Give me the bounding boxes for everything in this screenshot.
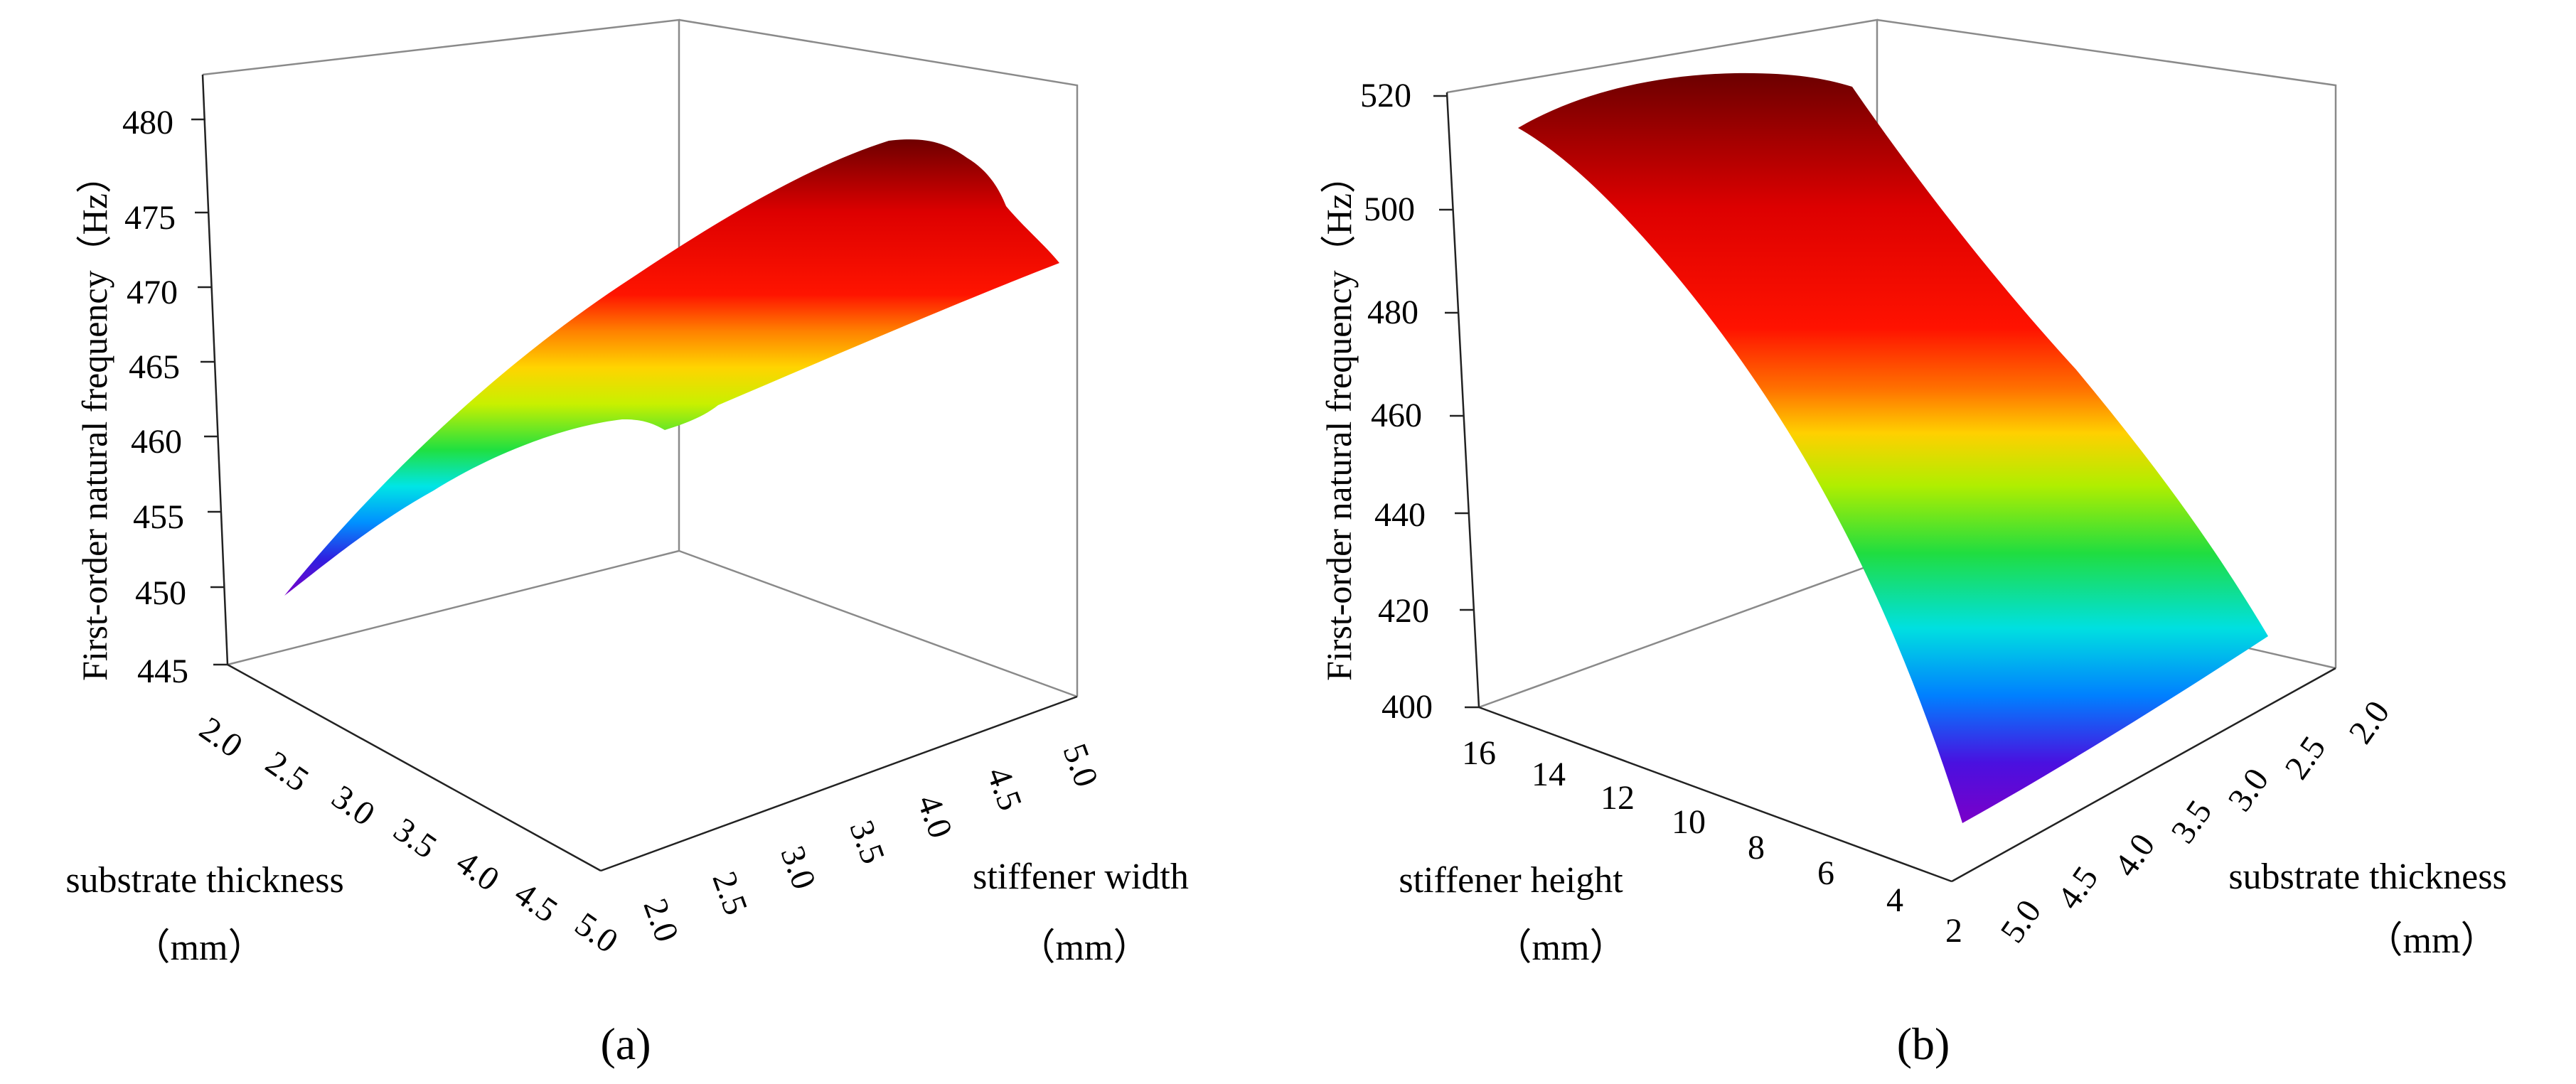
panel-b-x-tick: 14 <box>1532 756 1566 793</box>
panel-a-label: (a) <box>600 1019 651 1069</box>
panel-b-x-ticks: 16 14 12 10 8 6 4 2 <box>1462 734 1962 950</box>
panel-a-x-tick: 2.5 <box>259 744 316 799</box>
panel-a-y-tick: 5.0 <box>1055 739 1105 792</box>
panel-b-z-tickmarks <box>1433 95 1479 709</box>
panel-a-y-axis <box>600 695 1078 872</box>
panel-a-z-tick: 465 <box>129 348 180 386</box>
panel-a-x-tick: 5.0 <box>568 905 625 960</box>
panel-b-z-tick: 440 <box>1374 496 1426 534</box>
panel-a-z-tick: 475 <box>124 199 176 237</box>
panel-b-z-tick: 460 <box>1371 397 1422 434</box>
panel-b-x-tick: 8 <box>1748 829 1765 866</box>
panel-a-y-tick: 3.5 <box>842 815 892 869</box>
panel-b-x-tick: 16 <box>1462 734 1496 772</box>
panel-a-box-right-wall <box>678 18 1079 697</box>
panel-a-z-tick: 445 <box>137 653 188 690</box>
panel-a-z-tick: 470 <box>127 274 178 311</box>
panel-b-y-tick: 3.0 <box>2220 761 2276 818</box>
panel-a-z-tick: 480 <box>122 104 173 141</box>
panel-a-y-tick: 4.5 <box>979 762 1029 815</box>
panel-b-x-axis <box>1478 706 1952 883</box>
panel-b-z-axis-title: First-order natural frequency（Hz） <box>1319 158 1359 681</box>
panel-a-y-tick: 2.0 <box>636 894 685 947</box>
panel-a-x-axis <box>227 663 602 872</box>
panel-b-x-tick: 12 <box>1600 779 1635 817</box>
panel-b-z-tick: 420 <box>1378 592 1429 630</box>
panel-a-z-ticks: 445 450 455 460 465 470 475 480 <box>122 104 188 690</box>
panel-b-z-tick: 500 <box>1364 190 1415 228</box>
panel-b-z-tick: 400 <box>1381 688 1433 726</box>
panel-a-x-tick: 4.0 <box>449 843 506 898</box>
panel-b-surface <box>1518 73 2268 824</box>
panel-b-z-tick: 480 <box>1367 294 1418 331</box>
panel-a-box-floor-right <box>678 549 1078 698</box>
panel-b-y-tick: 4.5 <box>2050 859 2105 916</box>
panel-a: 445 450 455 460 465 470 475 480 First-or… <box>65 18 1189 1069</box>
panel-a-y-tick: 4.0 <box>909 790 959 843</box>
panel-a-x-axis-title: substrate thickness <box>65 860 343 901</box>
panel-a-y-tick: 2.5 <box>705 866 754 920</box>
panel-a-z-tickmarks <box>191 118 228 666</box>
panel-a-z-tick: 450 <box>135 574 186 612</box>
panel-b-box-floor-left <box>1478 562 1878 709</box>
panel-b-y-axis-unit: （mm） <box>2366 921 2498 961</box>
panel-a-y-tick: 3.0 <box>773 841 823 894</box>
panel-a-y-axis-title: stiffener width <box>973 857 1189 897</box>
panel-b-z-tick: 520 <box>1360 77 1411 114</box>
panel-b-x-tick: 4 <box>1886 881 1903 919</box>
panel-a-box-floor-left <box>227 549 680 666</box>
panel-b-x-axis-title: stiffener height <box>1399 860 1623 901</box>
panel-b-label: (b) <box>1897 1019 1950 1069</box>
panel-a-z-axis-title: First-order natural frequency（Hz） <box>75 158 114 681</box>
panel-a-x-tick: 2.0 <box>193 709 250 765</box>
panel-b-x-tick: 6 <box>1817 854 1834 892</box>
panel-b-y-tick: 3.5 <box>2164 793 2219 850</box>
panel-b-y-tick: 5.0 <box>1993 893 2048 950</box>
panel-a-z-tick: 455 <box>133 498 184 536</box>
panel-b-y-axis-title: substrate thickness <box>2228 857 2506 897</box>
panel-a-x-ticks: 2.0 2.5 3.0 3.5 4.0 4.5 5.0 <box>193 709 625 960</box>
panel-a-surface <box>284 139 1059 596</box>
panel-b-y-tick: 4.0 <box>2107 827 2162 884</box>
panel-b-y-axis <box>1951 667 2336 883</box>
panel-b-box-right-wall <box>1876 18 2337 668</box>
panel-a-x-axis-unit: （mm） <box>134 928 265 968</box>
panel-b-z-ticks: 400 420 440 460 480 500 520 <box>1360 77 1433 726</box>
panel-a-x-tick: 3.0 <box>325 778 382 833</box>
panel-b-x-tick: 2 <box>1945 912 1962 950</box>
panel-b: 400 420 440 460 480 500 520 First-order … <box>1319 18 2507 1069</box>
panel-a-y-ticks: 2.0 2.5 3.0 3.5 4.0 4.5 5.0 <box>636 739 1105 947</box>
panel-a-x-tick: 4.5 <box>508 874 565 930</box>
panel-a-x-tick: 3.5 <box>387 810 444 866</box>
panel-b-z-axis <box>1445 92 1480 708</box>
panel-b-x-tick: 10 <box>1672 803 1706 841</box>
panel-b-x-axis-unit: （mm） <box>1495 928 1627 968</box>
panel-b-y-tick: 2.0 <box>2341 694 2397 751</box>
panel-a-z-tick: 460 <box>131 423 182 461</box>
panel-b-y-tick: 2.5 <box>2277 729 2333 786</box>
panel-a-z-axis <box>201 74 229 665</box>
panel-a-y-axis-unit: （mm） <box>1019 928 1150 968</box>
